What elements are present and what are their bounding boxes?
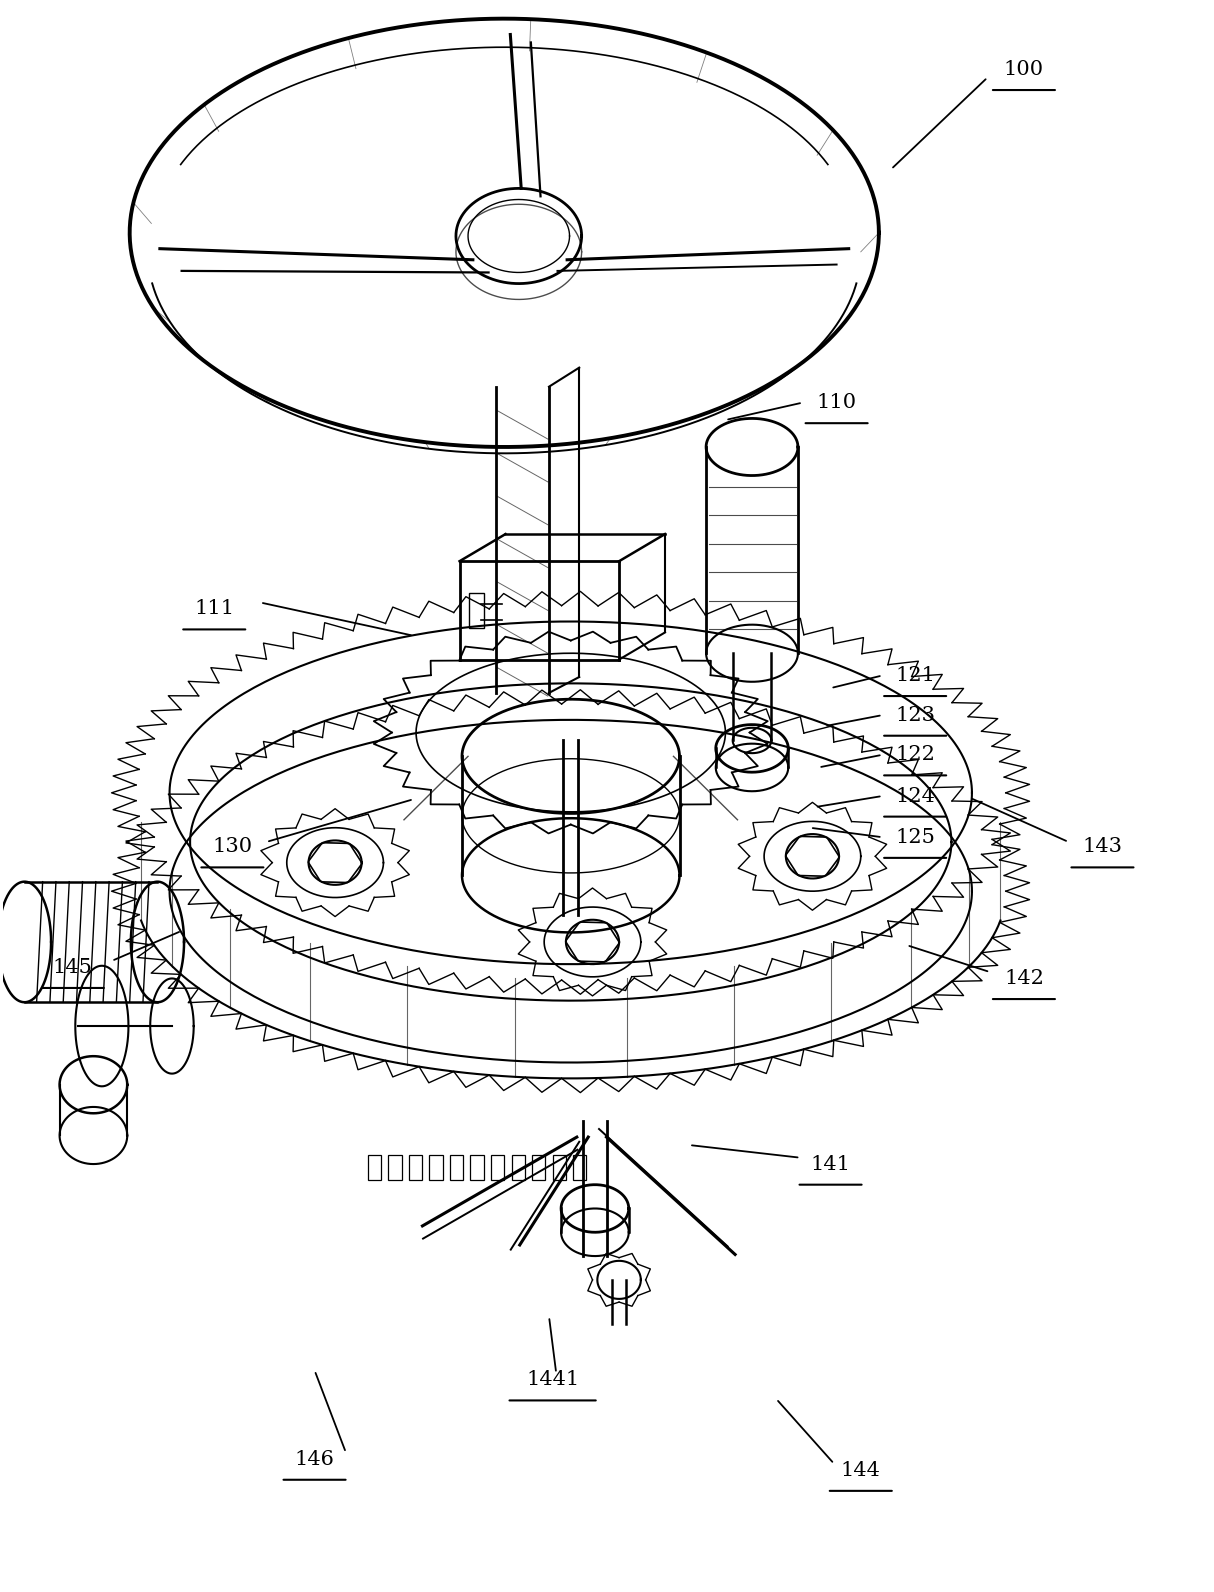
Bar: [471, 1154, 483, 1180]
Text: 143: 143: [1083, 837, 1123, 856]
Text: 141: 141: [811, 1154, 851, 1173]
Bar: [388, 1154, 402, 1180]
Text: 142: 142: [1004, 970, 1044, 989]
Bar: [368, 1154, 381, 1180]
Bar: [552, 1154, 566, 1180]
Text: 145: 145: [53, 958, 92, 977]
Bar: [450, 1154, 464, 1180]
Bar: [470, 592, 483, 627]
Text: 130: 130: [212, 837, 253, 856]
Text: 144: 144: [841, 1461, 880, 1479]
Text: 124: 124: [895, 786, 935, 806]
Bar: [490, 1154, 504, 1180]
Bar: [430, 1154, 443, 1180]
Bar: [573, 1154, 586, 1180]
Bar: [409, 1154, 422, 1180]
Text: 123: 123: [895, 705, 935, 724]
Text: 100: 100: [1004, 60, 1044, 80]
Text: 1441: 1441: [526, 1371, 579, 1390]
Bar: [532, 1154, 545, 1180]
Text: 121: 121: [895, 665, 935, 685]
Bar: [511, 1154, 524, 1180]
Text: 146: 146: [295, 1450, 335, 1469]
Text: 111: 111: [194, 599, 234, 618]
Text: 122: 122: [895, 745, 935, 764]
Text: 125: 125: [895, 828, 935, 847]
Text: 110: 110: [817, 393, 857, 412]
